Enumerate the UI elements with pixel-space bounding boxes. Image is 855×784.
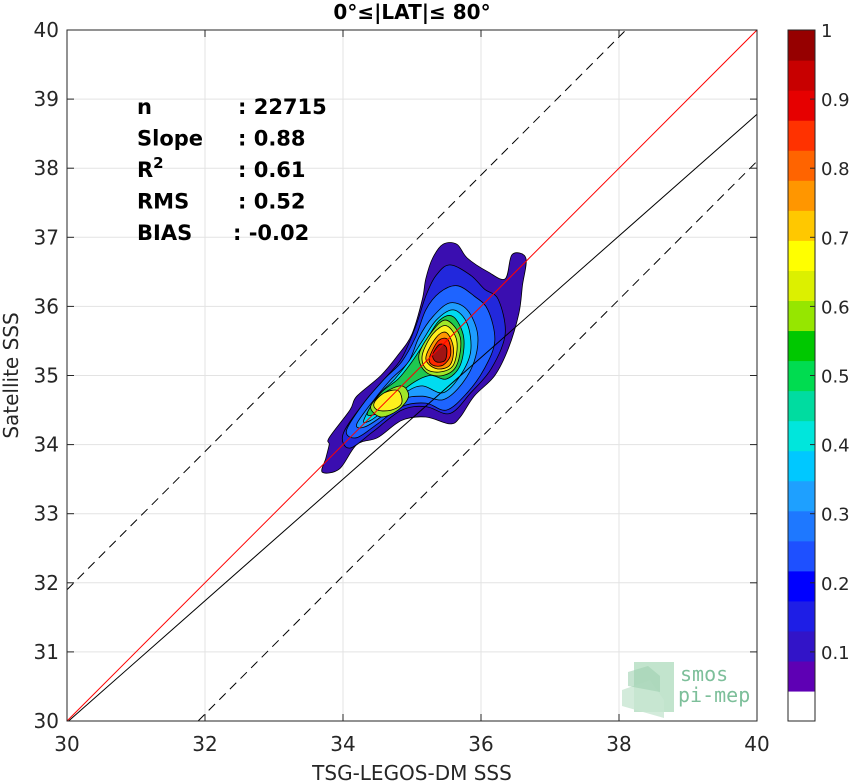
x-tick-label: 40 — [744, 732, 769, 756]
colorbar-swatch — [788, 270, 815, 301]
y-tick-label: 39 — [34, 87, 59, 111]
colorbar-swatch — [788, 480, 815, 512]
x-tick-label: 36 — [468, 732, 493, 756]
stat-label: n — [137, 95, 152, 119]
colorbar-swatch — [788, 240, 815, 271]
stat-value: : 22715 — [238, 95, 327, 119]
colorbar-tick-label: 0.1 — [821, 643, 850, 664]
x-tick-label: 30 — [54, 732, 79, 756]
stat-value: : 0.61 — [238, 158, 306, 182]
watermark-pimep: pi-mep — [678, 683, 750, 707]
statistics-block: n : 22715 Slope : 0.88 R2 : 0.61 RMS : 0.52 BIAS… — [137, 95, 327, 245]
regression-line — [68, 113, 758, 722]
y-axis-ticks: 30 31 32 33 34 35 36 37 38 39 40 — [34, 18, 757, 733]
stat-superscript: 2 — [153, 154, 163, 172]
colorbar-swatch — [788, 690, 815, 722]
colorbar: 0.1 0.2 0.3 0.4 0.5 0.6 0.7 0.8 0.9 1 — [787, 21, 850, 722]
colorbar-swatch — [788, 450, 815, 482]
colorbar-tick-label: 0.4 — [821, 436, 850, 457]
colorbar-tick-label: 0.9 — [821, 90, 850, 111]
y-tick-label: 30 — [34, 709, 59, 733]
colorbar-tick-label: 0.6 — [821, 297, 850, 318]
colorbar-swatch — [788, 600, 815, 632]
x-tick-label: 32 — [192, 732, 217, 756]
colorbar-swatch — [788, 420, 815, 452]
x-tick-label: 38 — [606, 732, 631, 756]
colorbar-swatch — [788, 570, 815, 602]
watermark-smos: smos — [680, 662, 728, 686]
colorbar-swatch — [788, 540, 815, 572]
colorbar-tick-label: 0.2 — [821, 574, 850, 595]
colorbar-swatch — [788, 210, 815, 241]
stat-value: : 0.52 — [238, 190, 306, 214]
x-tick-label: 34 — [330, 732, 355, 756]
upper-bound-line — [66, 29, 627, 591]
stat-label: Slope — [137, 127, 203, 151]
colorbar-swatch — [788, 30, 815, 61]
contour-level — [432, 343, 448, 363]
watermark-logo-icon — [622, 662, 674, 718]
smos-pimep-watermark: smos pi-mep — [622, 662, 750, 718]
identity-line — [66, 29, 758, 722]
reference-lines — [66, 29, 758, 722]
stat-label: R2 — [137, 154, 164, 182]
y-tick-label: 37 — [34, 225, 59, 249]
colorbar-tick-label: 1 — [821, 21, 832, 42]
colorbar-swatch — [788, 630, 815, 662]
colorbar-swatch — [788, 90, 815, 121]
colorbar-tick-label: 0.8 — [821, 159, 850, 180]
x-axis-label: TSG-LEGOS-DM SSS — [311, 761, 512, 784]
stat-value: : -0.02 — [233, 221, 309, 245]
y-axis-label: Satellite SSS — [0, 312, 23, 438]
y-tick-label: 40 — [34, 18, 59, 42]
stat-value: : 0.88 — [238, 127, 306, 151]
y-tick-label: 32 — [34, 571, 59, 595]
colorbar-swatch — [788, 510, 815, 542]
colorbar-swatch — [788, 120, 815, 151]
density-contours — [321, 242, 527, 474]
stat-label: BIAS — [137, 221, 192, 245]
colorbar-swatch — [788, 300, 815, 332]
colorbar-swatch — [788, 330, 815, 362]
y-tick-label: 38 — [34, 156, 59, 180]
colorbar-swatch — [788, 180, 815, 211]
colorbar-tick-label: 0.3 — [821, 505, 850, 526]
chart-title: 0°≤|LAT|≤ 80° — [333, 0, 490, 24]
y-tick-label: 36 — [34, 294, 59, 318]
y-tick-label: 31 — [34, 640, 59, 664]
colorbar-tick-label: 0.5 — [821, 367, 850, 388]
colorbar-swatch — [788, 660, 815, 692]
y-tick-label: 34 — [34, 433, 59, 457]
lower-bound-line — [197, 160, 758, 722]
colorbar-swatch — [788, 150, 815, 181]
y-tick-label: 35 — [34, 364, 59, 388]
stat-label: RMS — [137, 190, 189, 214]
colorbar-swatch — [788, 390, 815, 422]
colorbar-swatch — [788, 60, 815, 91]
x-axis-ticks: 30 32 34 36 38 40 — [54, 30, 770, 756]
y-tick-label: 33 — [34, 502, 59, 526]
colorbar-tick-label: 0.7 — [821, 228, 850, 249]
